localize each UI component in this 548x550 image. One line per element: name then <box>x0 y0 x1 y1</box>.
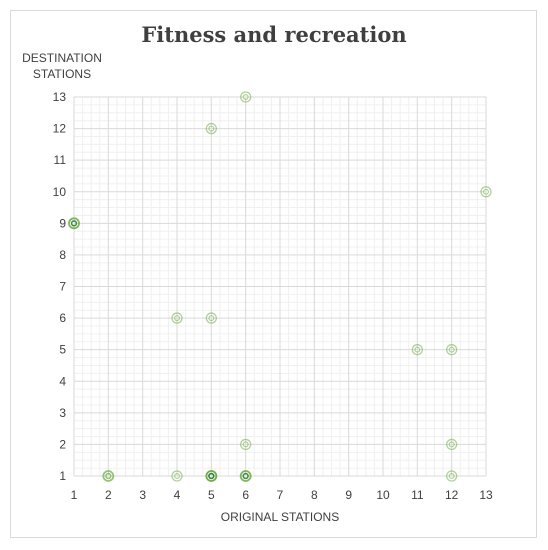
y-tick-label: 3 <box>59 406 66 420</box>
data-point <box>205 470 218 482</box>
data-point-inner-ring <box>208 315 215 322</box>
data-point <box>68 217 80 230</box>
y-tick-label: 9 <box>59 216 66 230</box>
data-point-inner-ring <box>208 472 215 480</box>
data-point-inner-ring <box>242 472 249 480</box>
data-point-outer-ring <box>205 312 217 324</box>
data-point-outer-ring <box>102 470 115 482</box>
x-tick-label: 11 <box>411 488 424 502</box>
data-point <box>446 470 458 482</box>
data-point-outer-ring <box>171 470 183 482</box>
x-axis-label: ORIGINAL STATIONS <box>220 510 340 524</box>
y-tick-label: 1 <box>59 469 66 483</box>
data-point <box>411 344 423 356</box>
data-point-inner-ring <box>448 441 455 448</box>
y-tick-label: 4 <box>59 374 66 388</box>
data-point-outer-ring <box>171 312 183 324</box>
y-tick-label: 11 <box>54 153 67 167</box>
x-tick-label: 12 <box>445 488 459 502</box>
y-tick-label: 10 <box>53 185 67 199</box>
y-tick-label: 13 <box>53 90 67 104</box>
x-tick-label: 1 <box>71 488 78 502</box>
data-point-inner-ring <box>70 220 78 227</box>
data-point-outer-ring <box>68 217 80 230</box>
data-point-outer-ring <box>205 470 218 482</box>
data-point-inner-ring <box>242 93 249 100</box>
data-point-outer-ring <box>239 470 252 482</box>
data-point-inner-ring <box>208 125 215 132</box>
chart-title: Fitness and recreation <box>141 22 407 47</box>
data-point <box>240 438 252 451</box>
x-tick-label: 2 <box>105 488 112 502</box>
x-tick-label: 7 <box>277 488 284 502</box>
y-tick-label: 8 <box>59 248 66 262</box>
x-tick-label: 3 <box>139 488 146 502</box>
x-tick-label: 9 <box>345 488 352 502</box>
x-tick-label: 13 <box>479 488 493 502</box>
data-point <box>171 312 183 324</box>
data-point <box>240 91 252 103</box>
data-point-inner-ring <box>414 346 421 353</box>
y-axis-label: DESTINATION STATIONS <box>14 50 110 82</box>
data-point <box>446 344 458 356</box>
x-tick-label: 6 <box>242 488 249 502</box>
data-point <box>205 122 217 135</box>
y-tick-label: 7 <box>59 280 66 294</box>
data-point <box>171 470 183 482</box>
data-point <box>102 470 115 482</box>
x-tick-label: 5 <box>208 488 215 502</box>
data-point-inner-ring <box>483 188 490 195</box>
y-tick-label: 2 <box>59 437 66 451</box>
data-point-inner-ring <box>174 315 181 322</box>
y-axis-label-line-1: DESTINATION <box>22 51 102 65</box>
data-point-inner-ring <box>448 346 455 353</box>
data-point-outer-ring <box>446 344 458 356</box>
data-point <box>480 186 492 198</box>
x-tick-label: 10 <box>376 488 390 502</box>
data-point-outer-ring <box>240 438 252 451</box>
x-tick-label: 8 <box>311 488 318 502</box>
x-tick-label: 4 <box>174 488 181 502</box>
chart-frame <box>10 10 537 538</box>
data-point <box>239 470 252 482</box>
data-point-inner-ring <box>242 441 249 448</box>
y-tick-label: 12 <box>53 122 67 136</box>
data-point-outer-ring <box>240 91 252 103</box>
data-point-outer-ring <box>411 344 423 356</box>
data-point <box>446 438 458 451</box>
data-point-outer-ring <box>480 186 492 198</box>
data-point-outer-ring <box>446 438 458 451</box>
data-point <box>205 312 217 324</box>
data-point-outer-ring <box>205 122 217 135</box>
data-point-inner-ring <box>105 472 112 480</box>
data-point-outer-ring <box>446 470 458 482</box>
data-point-inner-ring <box>448 473 455 480</box>
y-tick-label: 6 <box>59 311 66 325</box>
y-tick-label: 5 <box>59 343 66 357</box>
y-axis-label-line-2: STATIONS <box>32 67 92 81</box>
data-point-inner-ring <box>174 473 181 480</box>
